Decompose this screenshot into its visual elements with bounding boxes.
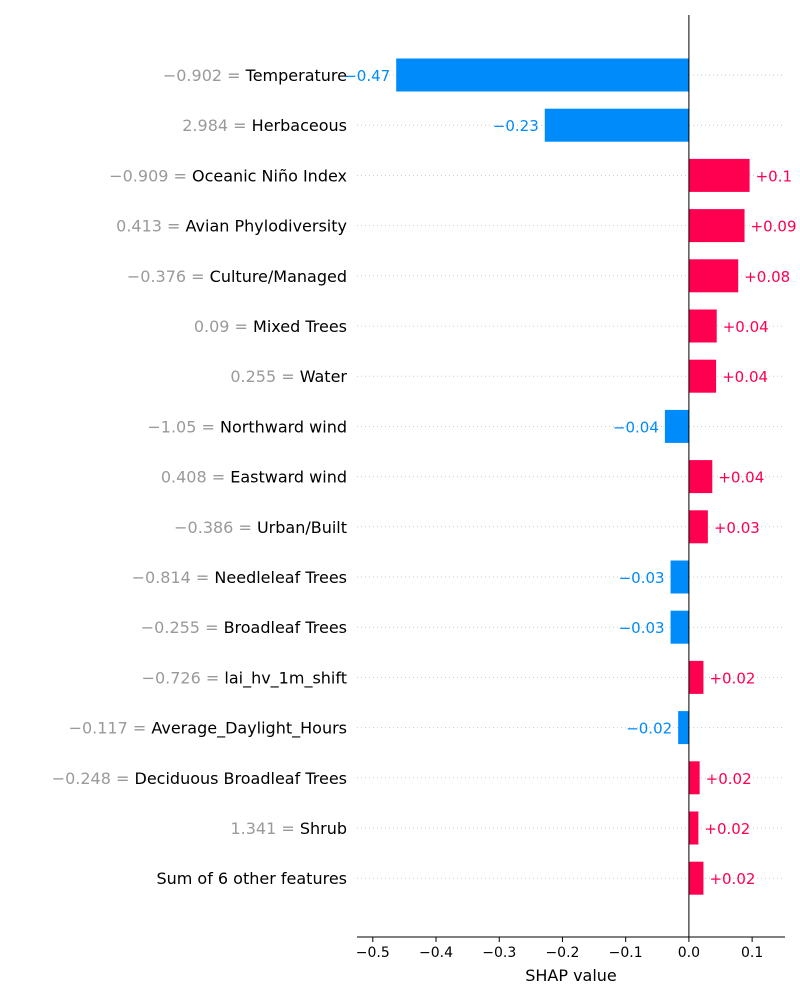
x-axis-ticks: −0.5 −0.4 −0.3 −0.2 −0.1 0.0 0.1 [356, 937, 763, 961]
feature-label: −1.05 = Northward wind [147, 417, 347, 436]
feature-name: Sum of 6 other features [156, 869, 347, 888]
shap-bar [688, 510, 708, 544]
feature-name: Eastward wind [230, 468, 347, 487]
feature-labels: −0.902 = Temperature 2.984 = Herbaceous −0… [52, 66, 348, 888]
bar-value-label: −0.04 [613, 418, 659, 436]
feature-label: −0.814 = Needleleaf Trees [132, 568, 347, 587]
feature-label: −0.117 = Average_Daylight_Hours [69, 719, 347, 739]
shap-bar [688, 761, 700, 795]
bar-value-label: +0.04 [718, 469, 764, 487]
feature-name: Average_Daylight_Hours [151, 719, 347, 739]
feature-value: −0.902 = [163, 66, 246, 85]
bar-value-label: −0.02 [626, 720, 672, 738]
bar-value-label: +0.1 [756, 167, 792, 185]
bar-value-label: +0.03 [714, 519, 760, 537]
x-tick-label: −0.5 [356, 945, 390, 961]
bar-value-label: −0.23 [493, 117, 539, 135]
bar-value-label: +0.02 [709, 669, 755, 687]
feature-value: 0.413 = [116, 217, 185, 236]
shap-bar [688, 811, 699, 845]
x-tick-label: 0.1 [741, 945, 763, 961]
x-tick-label: −0.1 [609, 945, 643, 961]
bar-value-label: −0.03 [619, 569, 665, 587]
feature-label: −0.902 = Temperature [163, 66, 347, 85]
bar-value-label: +0.08 [744, 268, 790, 286]
feature-name: Broadleaf Trees [224, 618, 347, 637]
shap-bar [544, 108, 689, 142]
feature-value: −0.117 = [69, 719, 152, 738]
feature-label: −0.255 = Broadleaf Trees [141, 618, 347, 637]
feature-value: −0.726 = [142, 668, 225, 687]
feature-value: −0.909 = [109, 166, 192, 185]
feature-value: 2.984 = [182, 116, 251, 135]
feature-label: 2.984 = Herbaceous [182, 116, 347, 135]
feature-value: 0.408 = [161, 468, 230, 487]
bar-value-label: +0.02 [704, 820, 750, 838]
feature-name: Mixed Trees [253, 317, 347, 336]
bar-value-label: +0.02 [706, 770, 752, 788]
feature-label: −0.376 = Culture/Managed [127, 267, 347, 286]
feature-name: Culture/Managed [210, 267, 347, 286]
feature-value: 1.341 = [230, 819, 299, 838]
feature-value: 0.255 = [230, 367, 299, 386]
shap-bar [688, 309, 717, 343]
feature-name: Shrub [300, 819, 347, 838]
feature-label: 1.341 = Shrub [230, 819, 347, 838]
shap-bar [688, 861, 704, 895]
feature-value: −0.386 = [174, 518, 257, 537]
feature-name: Herbaceous [252, 116, 347, 135]
feature-label: −0.386 = Urban/Built [174, 518, 347, 537]
feature-name: Needleleaf Trees [214, 568, 347, 587]
feature-value: −0.376 = [127, 267, 210, 286]
shap-bar [678, 711, 689, 745]
bar-value-label: +0.09 [751, 218, 797, 236]
feature-label: −0.909 = Oceanic Niño Index [109, 166, 347, 185]
feature-value: −0.814 = [132, 568, 215, 587]
x-tick-label: −0.2 [545, 945, 579, 961]
feature-label: −0.726 = lai_hv_1m_shift [142, 668, 347, 688]
x-axis-label: SHAP value [525, 966, 617, 985]
shap-bar [688, 660, 704, 694]
feature-name: Temperature [245, 66, 347, 85]
feature-name: lai_hv_1m_shift [224, 668, 347, 688]
bar-value-label: −0.47 [344, 67, 390, 85]
feature-value: 0.09 = [194, 317, 253, 336]
feature-label: 0.413 = Avian Phylodiversity [116, 217, 347, 236]
feature-name: Deciduous Broadleaf Trees [135, 769, 348, 788]
feature-label: Sum of 6 other features [156, 869, 347, 888]
bars: −0.47 −0.23 +0.1 +0.09 +0.08 +0.04 +0.04 −0.04 +… [344, 58, 797, 895]
feature-name: Urban/Built [257, 518, 347, 537]
shap-bar [688, 359, 717, 393]
bar-value-label: +0.02 [709, 870, 755, 888]
shap-bar [688, 460, 713, 494]
feature-value: −0.248 = [52, 769, 135, 788]
shap-bar [688, 259, 739, 293]
x-tick-label: −0.4 [419, 945, 453, 961]
shap-bar [396, 58, 689, 92]
feature-name: Avian Phylodiversity [186, 217, 347, 236]
shap-bar [688, 209, 745, 243]
x-tick-label: 0.0 [678, 945, 700, 961]
feature-value: −0.255 = [141, 618, 224, 637]
shap-bar [664, 409, 689, 443]
shap-bar [688, 158, 750, 192]
feature-label: 0.408 = Eastward wind [161, 468, 347, 487]
bar-value-label: −0.03 [619, 619, 665, 637]
feature-name: Water [300, 367, 348, 386]
bar-value-label: +0.04 [723, 318, 769, 336]
feature-value: −1.05 = [147, 417, 220, 436]
shap-bar [670, 560, 689, 594]
feature-label: 0.09 = Mixed Trees [194, 317, 347, 336]
shap-bar [670, 610, 689, 644]
feature-label: −0.248 = Deciduous Broadleaf Trees [52, 769, 347, 788]
x-tick-label: −0.3 [482, 945, 516, 961]
bar-value-label: +0.04 [722, 368, 768, 386]
feature-name: Oceanic Niño Index [192, 166, 347, 185]
feature-label: 0.255 = Water [230, 367, 347, 386]
feature-name: Northward wind [220, 417, 347, 436]
